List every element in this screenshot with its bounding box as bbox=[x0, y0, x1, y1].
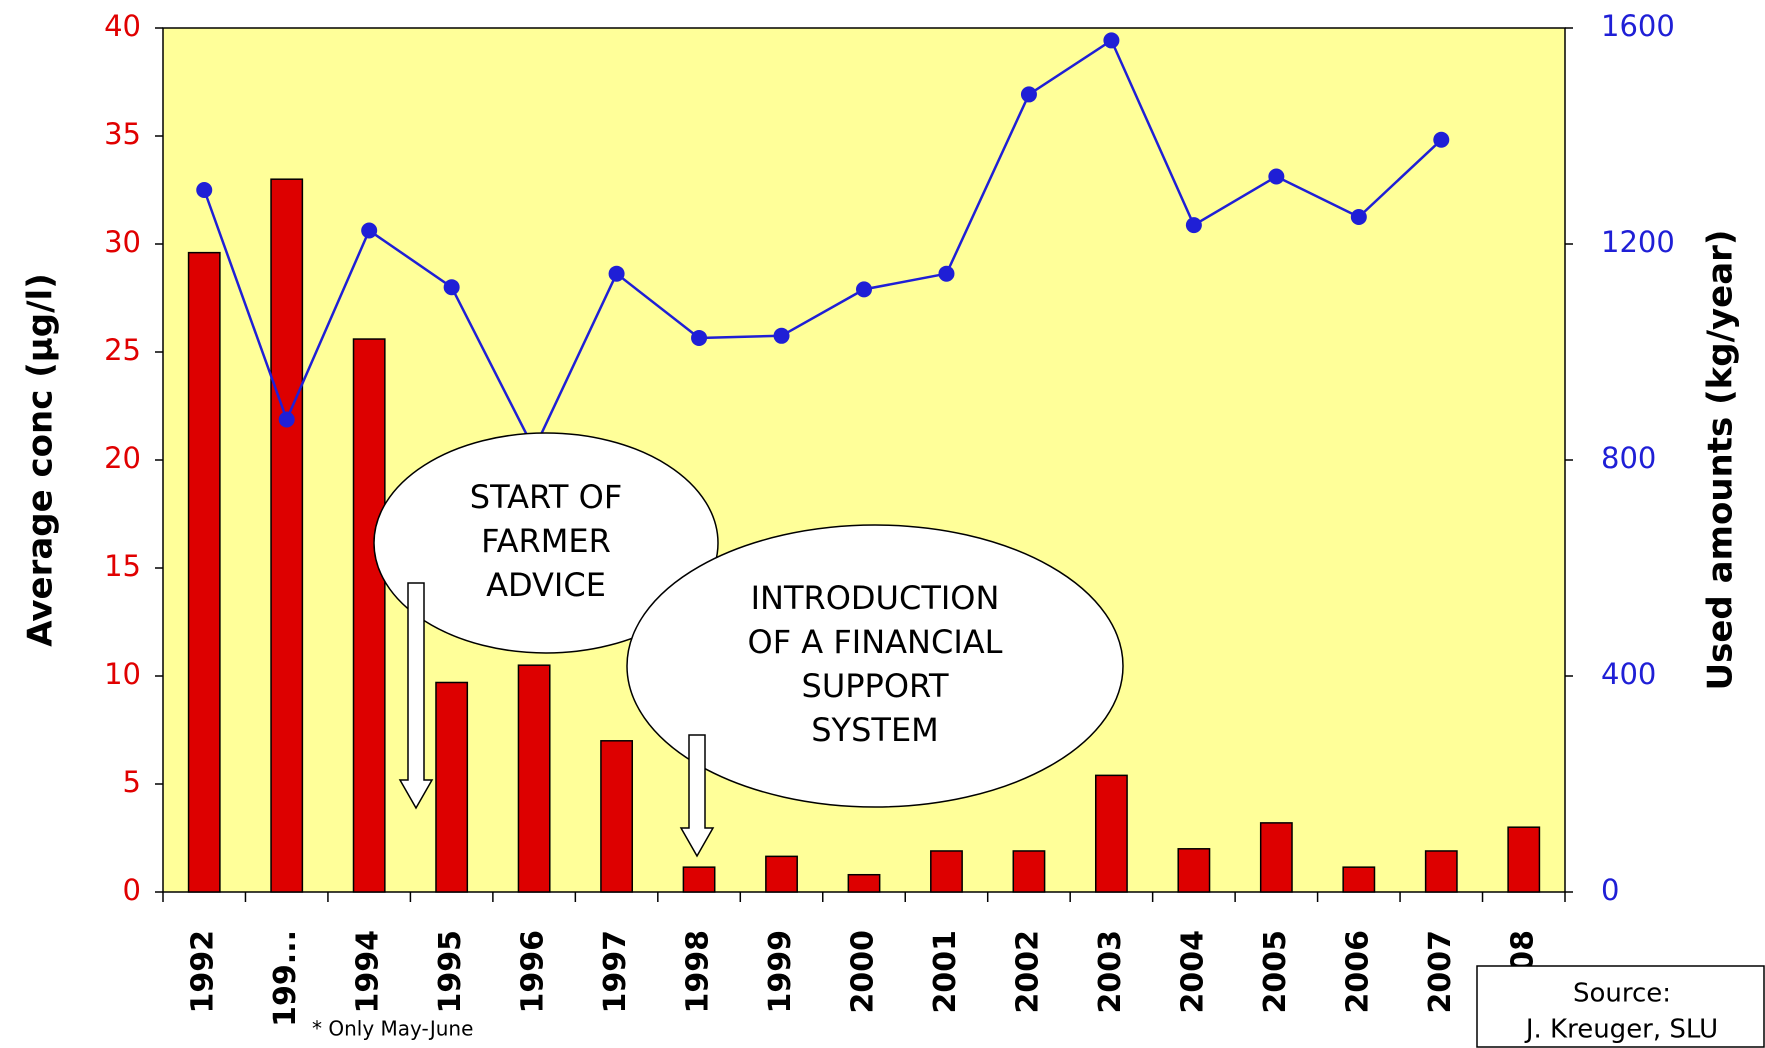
bar bbox=[517, 664, 551, 893]
line-point bbox=[691, 329, 708, 346]
source-text: Source: bbox=[1573, 979, 1671, 1009]
y2-tick-label: 0 bbox=[1601, 873, 1619, 907]
callout-arrow bbox=[679, 734, 715, 858]
line-point bbox=[1433, 131, 1450, 148]
y-tick-label: 25 bbox=[104, 333, 141, 367]
bar bbox=[682, 866, 716, 893]
line-point bbox=[773, 327, 790, 344]
bar bbox=[847, 873, 881, 893]
y2-tick-label: 800 bbox=[1601, 441, 1656, 475]
y-tick-label: 20 bbox=[104, 441, 141, 475]
y2-tick-label: 400 bbox=[1601, 657, 1656, 691]
y2-tick-label: 1200 bbox=[1601, 225, 1675, 259]
callout-bubble bbox=[373, 432, 719, 654]
x-tick-label: 1994 bbox=[351, 930, 386, 1014]
bar bbox=[765, 855, 798, 893]
bar bbox=[1424, 850, 1458, 893]
footnote: * Only May-June bbox=[312, 1017, 473, 1041]
y-tick-label: 15 bbox=[104, 549, 141, 583]
x-tick-label: 2000 bbox=[846, 930, 881, 1014]
x-tick-label: 199... bbox=[268, 930, 303, 1027]
bar bbox=[1177, 848, 1211, 893]
x-tick-label: 2002 bbox=[1010, 930, 1045, 1014]
line-point bbox=[278, 411, 295, 428]
callout-text: ADVICE bbox=[486, 566, 606, 604]
y-tick-label: 10 bbox=[104, 657, 141, 691]
line-point bbox=[856, 281, 872, 298]
x-tick-label: 1999 bbox=[763, 930, 798, 1014]
source-box bbox=[1476, 965, 1765, 1048]
bar bbox=[1094, 774, 1128, 893]
bar bbox=[1259, 822, 1293, 893]
line-point bbox=[938, 265, 955, 282]
x-tick-label: 1998 bbox=[681, 930, 716, 1014]
bar bbox=[352, 338, 386, 893]
x-tick-label: 1992 bbox=[186, 930, 221, 1014]
callout-text: INTRODUCTION bbox=[751, 579, 1000, 617]
y2-axis-title: Used amounts (kg/year) bbox=[1701, 230, 1741, 691]
callout-text: START OF bbox=[470, 478, 622, 516]
line-point bbox=[1020, 86, 1037, 103]
bar bbox=[1012, 850, 1046, 893]
line-point bbox=[443, 279, 460, 296]
line-point bbox=[608, 265, 625, 282]
line-point bbox=[361, 222, 378, 239]
callout-text: OF A FINANCIAL bbox=[748, 623, 1003, 661]
y2-tick-label: 1600 bbox=[1601, 9, 1675, 43]
y-tick-label: 0 bbox=[123, 873, 141, 907]
line-point bbox=[1268, 168, 1285, 185]
x-tick-label: 2003 bbox=[1093, 930, 1128, 1014]
x-tick-label: 1996 bbox=[516, 930, 551, 1014]
bar bbox=[435, 681, 469, 893]
y-tick-label: 30 bbox=[104, 225, 141, 259]
line-point bbox=[1350, 209, 1367, 225]
line-point bbox=[1185, 217, 1202, 234]
x-tick-label: 2001 bbox=[928, 930, 963, 1014]
line bbox=[203, 38, 1443, 453]
bar bbox=[600, 740, 634, 893]
bar bbox=[1342, 866, 1376, 893]
y-tick-label: 40 bbox=[104, 9, 141, 43]
x-tick-label: 1997 bbox=[598, 930, 633, 1014]
line-point bbox=[196, 182, 213, 198]
line-point bbox=[1103, 32, 1120, 49]
x-tick-label: 2004 bbox=[1175, 930, 1210, 1014]
x-tick-label: 2007 bbox=[1423, 930, 1458, 1014]
source-text: J. Kreuger, SLU bbox=[1524, 1015, 1718, 1045]
bar bbox=[270, 178, 304, 893]
callout-text: SUPPORT bbox=[802, 667, 949, 705]
callout-arrow bbox=[398, 582, 434, 810]
x-tick-label: 1995 bbox=[433, 930, 468, 1014]
y-axis-title: Average conc (µg/l) bbox=[21, 273, 61, 647]
x-tick-label: 2006 bbox=[1340, 930, 1375, 1014]
callout-text: SYSTEM bbox=[811, 711, 939, 749]
x-tick-label: 2005 bbox=[1258, 930, 1293, 1014]
bar bbox=[187, 251, 221, 893]
y-tick-label: 5 bbox=[123, 765, 141, 799]
y-tick-label: 35 bbox=[104, 117, 141, 151]
callout-bubble bbox=[626, 524, 1124, 808]
bar bbox=[930, 850, 963, 893]
callout-text: FARMER bbox=[481, 522, 611, 560]
bar bbox=[1507, 826, 1541, 893]
